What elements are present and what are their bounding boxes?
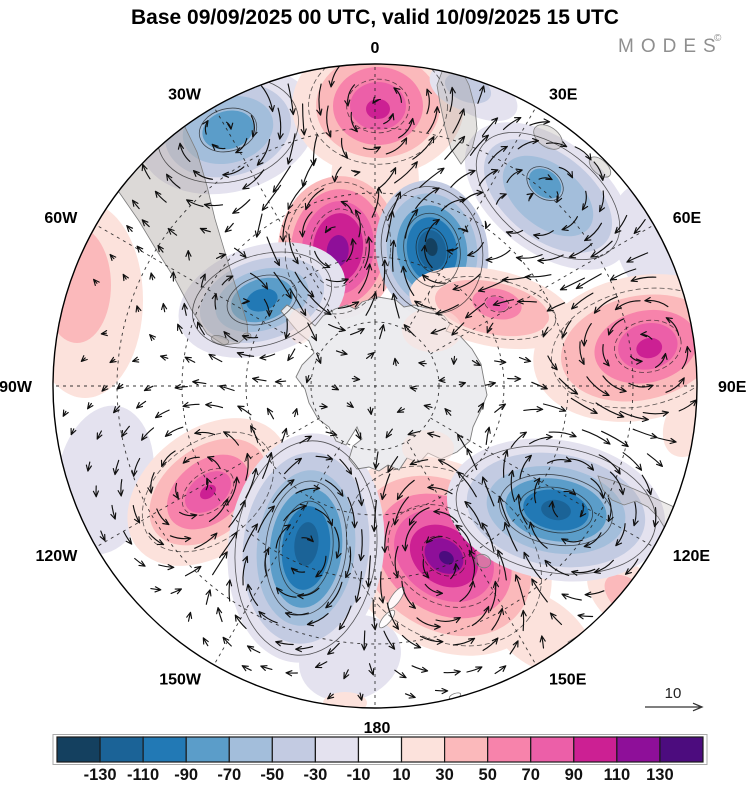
island-coastline: [474, 553, 492, 569]
meridian-label-150E: 150E: [549, 672, 587, 689]
colorbar-cell: [659, 736, 704, 763]
colorbar-cell: [185, 736, 230, 763]
meridian-label-0: 0: [371, 40, 380, 57]
vector-reference-arrow-icon: [645, 702, 704, 712]
colorbar-tick-label: -50: [260, 766, 284, 783]
vector-reference: 10: [645, 685, 704, 712]
colorbar-cell: [487, 736, 532, 763]
colorbar-cell: [530, 736, 575, 763]
anomaly-cell: [533, 274, 697, 422]
meridian-labels: 0 30E 60E 90E 120E 150E 180 150W 120W 90W 60W 30W: [0, 40, 747, 737]
coastline: [436, 64, 478, 165]
colorbar-cell: [142, 736, 187, 763]
meridian-label-150W: 150W: [159, 672, 202, 689]
anomaly-cell: [292, 64, 464, 176]
colorbar-tick-label: 50: [479, 766, 497, 783]
colorbar-cell: [228, 736, 273, 763]
colorbar-tick-label: -70: [217, 766, 241, 783]
anomaly-cell: [53, 202, 143, 398]
colorbar-cell: [616, 736, 661, 763]
colorbar-cell: [56, 736, 101, 763]
colorbar-tick-label: -90: [174, 766, 198, 783]
island-coastline: [210, 335, 230, 345]
wind-vector-arrows: [62, 64, 697, 701]
colorbar-tick-label: -110: [127, 766, 159, 783]
colorbar-tick-label: 130: [646, 766, 674, 783]
colorbar-tick-label: -10: [347, 766, 371, 783]
colorbar-cell: [99, 736, 144, 763]
colorbar-tick-label: -130: [84, 766, 117, 783]
meridian-label-60W: 60W: [44, 210, 78, 227]
contour-lines: [141, 64, 697, 656]
modes-logo-copyright: ©: [714, 33, 722, 44]
colorbar-cell: [400, 736, 446, 763]
colorbar-tick-label: 70: [522, 766, 540, 783]
map-boundary-circle: [52, 63, 698, 709]
meridian-label-90W: 90W: [0, 379, 33, 396]
colorbar-cell: [573, 736, 618, 763]
colorbar-cell: [271, 736, 316, 763]
meridian-label-120E: 120E: [673, 548, 711, 565]
colorbar-tick-label: 90: [565, 766, 583, 783]
colorbar-tick-label: 110: [604, 766, 631, 783]
colorbar-tick-label: -30: [303, 766, 327, 783]
meridian-label-30W: 30W: [168, 86, 202, 103]
meridian-label-30E: 30E: [549, 86, 578, 103]
meridian-label-180: 180: [364, 720, 391, 737]
colorbar-cell: [357, 736, 403, 763]
colorbar: -130 -110 -90 -70 -50 -30 -10 10 30 50 70 90 110 130: [52, 734, 708, 784]
vector-reference-label: 10: [665, 685, 682, 702]
modes-logo: MODES: [618, 36, 723, 57]
meridian-label-60E: 60E: [673, 210, 702, 227]
meridian-label-90E: 90E: [718, 379, 747, 396]
colorbar-cell: [444, 736, 489, 763]
colorbar-tick-label: 30: [435, 766, 453, 783]
meridian-label-120W: 120W: [36, 548, 79, 565]
page-title: Base 09/09/2025 00 UTC, valid 10/09/2025…: [131, 6, 619, 29]
colorbar-tick-label: 10: [392, 766, 410, 783]
colorbar-cell: [314, 736, 360, 763]
